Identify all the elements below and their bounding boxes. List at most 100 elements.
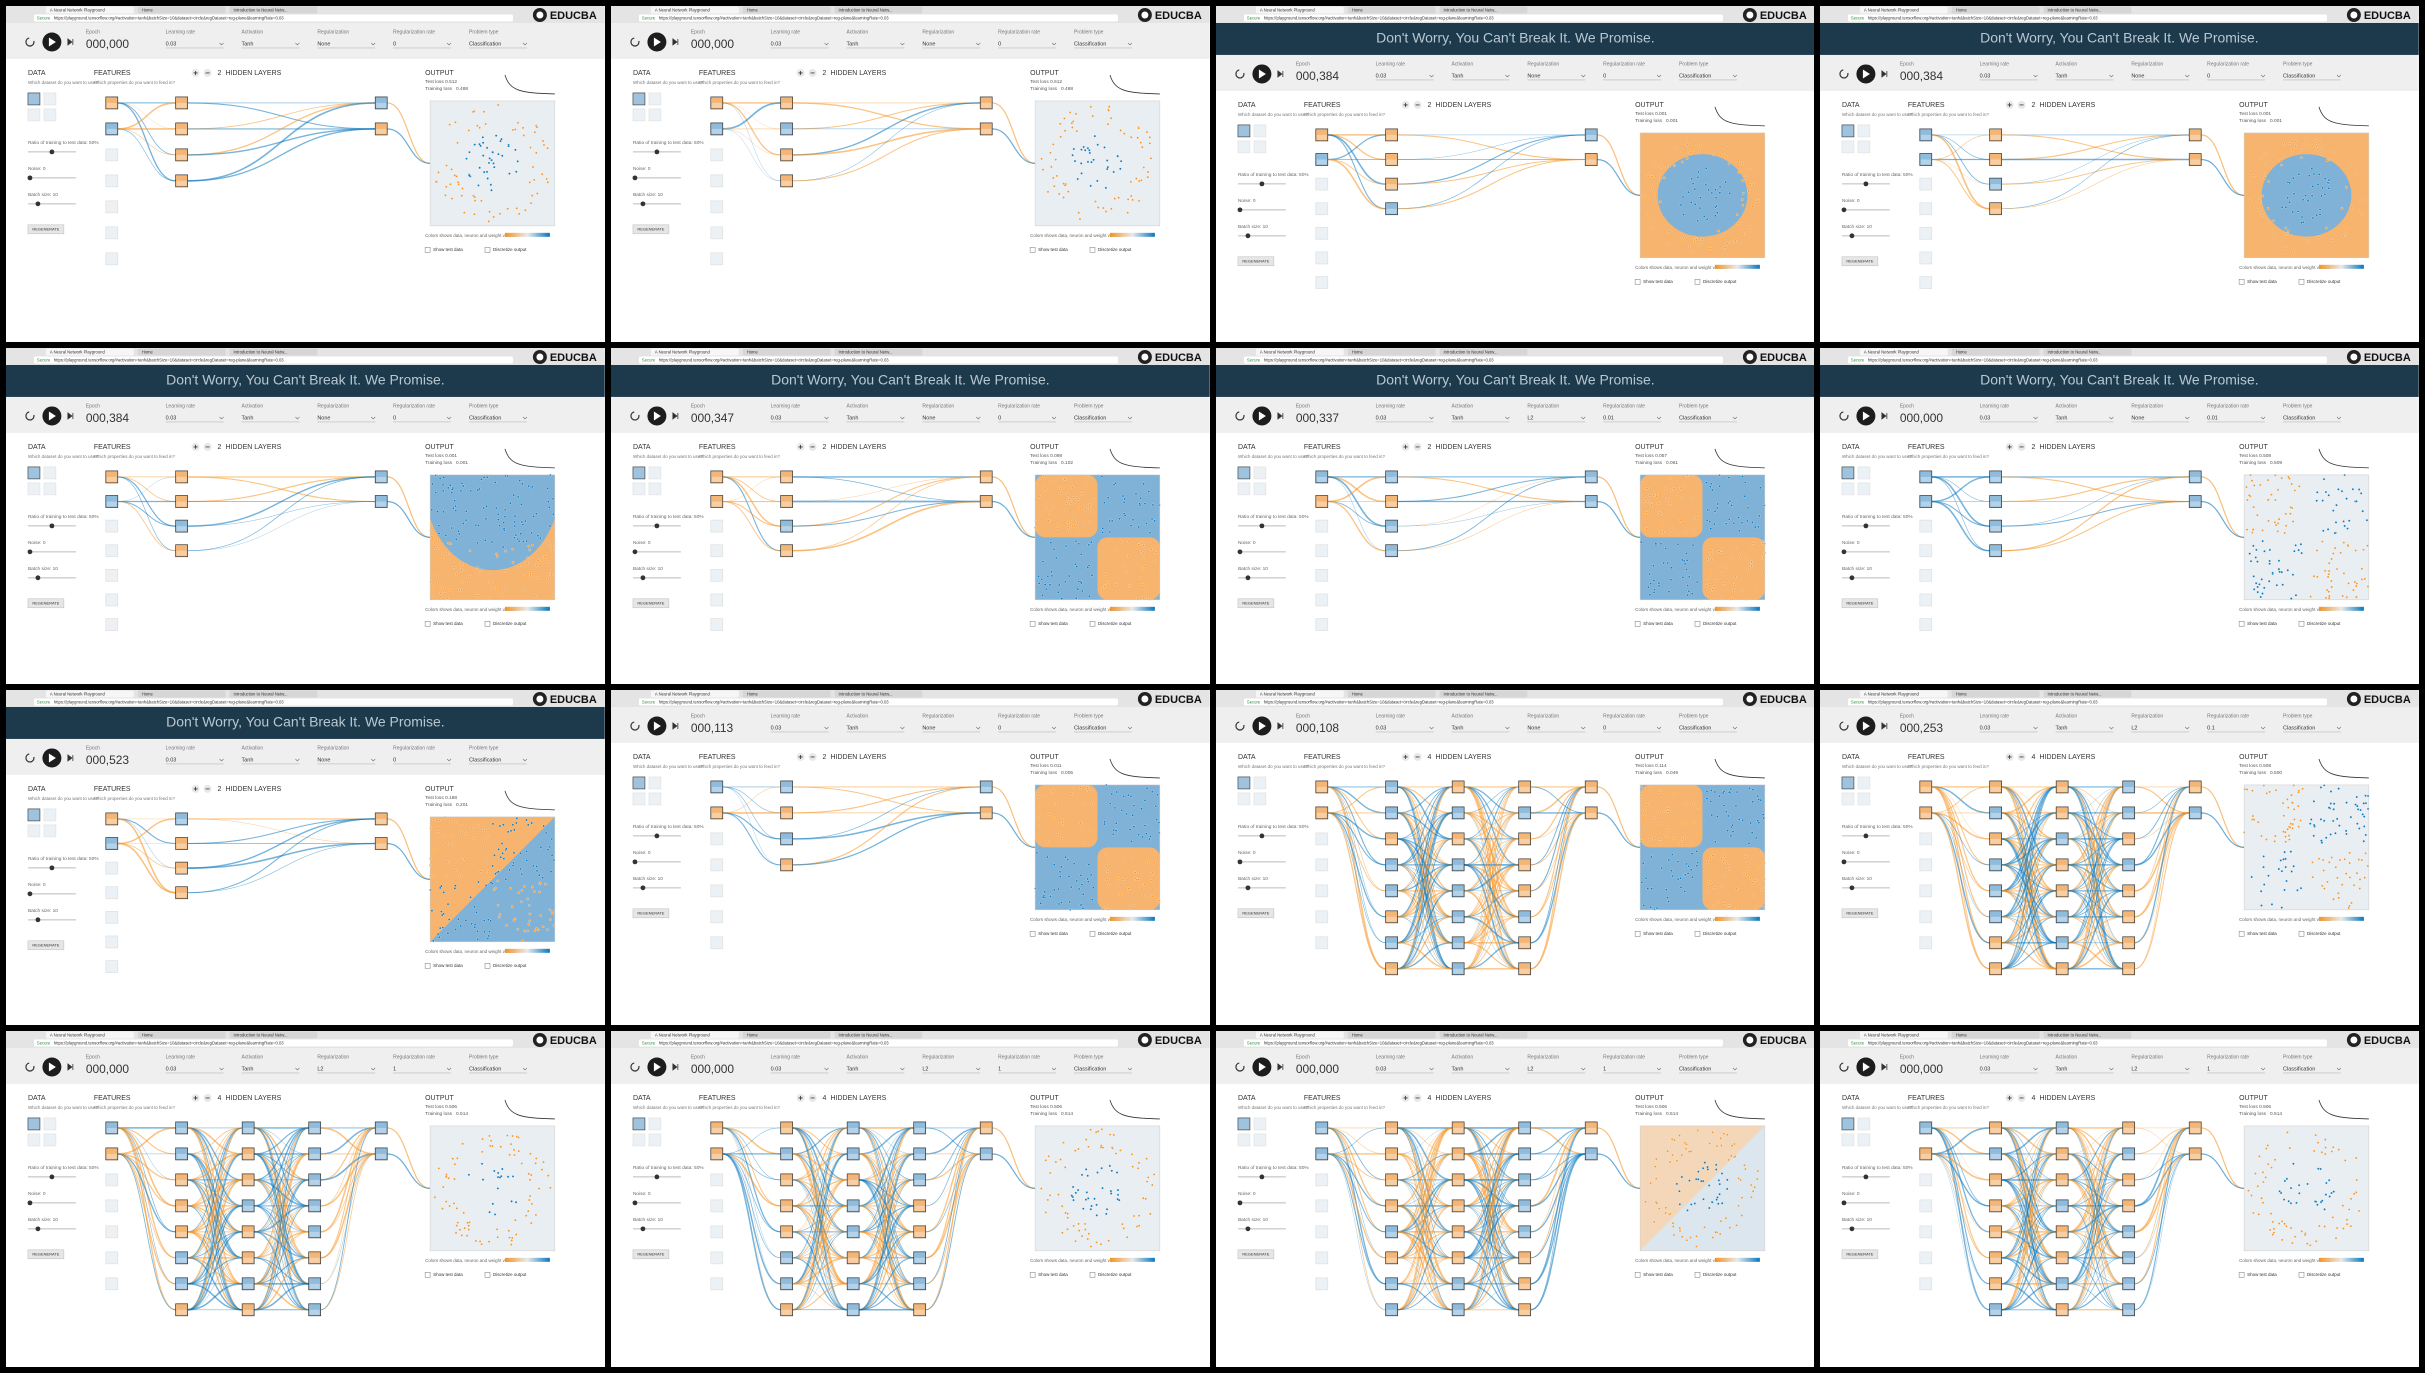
- data-point: [488, 929, 491, 933]
- param-value: Tanh: [846, 41, 858, 47]
- neuron-shade: [176, 128, 187, 134]
- neuron-shade: [914, 1128, 925, 1134]
- data-point: [2268, 579, 2271, 583]
- data-heading: DATA: [1237, 444, 1255, 451]
- data-point: [1646, 585, 1650, 589]
- data-point: [1059, 1158, 1062, 1161]
- dataset-thumbnail: [43, 824, 57, 837]
- data-point: [1709, 527, 1712, 530]
- feature-node: [1314, 909, 1328, 923]
- show-test-data-label: Show test data: [2247, 931, 2277, 936]
- data-point: [1087, 543, 1090, 546]
- neuron-shade: [376, 476, 387, 482]
- logo-text: EDUCBA: [2364, 693, 2411, 705]
- features-heading: FEATURES: [699, 70, 736, 77]
- dropdown-caret: [371, 1068, 376, 1071]
- data-point: [2359, 877, 2362, 881]
- data-point: [534, 1213, 538, 1217]
- feature-node: [105, 226, 119, 240]
- weight-link: [1463, 1127, 1519, 1207]
- data-point: [2325, 226, 2328, 230]
- data-point: [498, 824, 502, 827]
- data-point: [1707, 520, 1711, 523]
- weight-link: [2068, 811, 2124, 969]
- data-point: [2297, 173, 2301, 176]
- param-label: Learning rate: [770, 403, 800, 409]
- data-point: [2284, 830, 2287, 833]
- data-point: [1084, 1168, 1088, 1171]
- param-value: Classification: [1074, 725, 1106, 731]
- data-point: [1083, 148, 1087, 152]
- neuron-shade: [176, 1284, 187, 1290]
- data-point: [2319, 817, 2323, 821]
- feature-node: [105, 1251, 119, 1265]
- weight-link: [2001, 134, 2190, 161]
- feature-node: [1919, 470, 1933, 483]
- data-point: [1751, 880, 1754, 884]
- tab-title: Introduction to Neural Netw...: [234, 1033, 288, 1038]
- data-point: [438, 886, 442, 889]
- data-point: [2329, 801, 2333, 805]
- data-point: [1068, 529, 1071, 533]
- regenerate-button: [632, 224, 669, 235]
- data-point: [1684, 862, 1688, 865]
- feature-node: [710, 1199, 723, 1213]
- data-point: [2297, 210, 2300, 213]
- data-point: [1700, 238, 1704, 241]
- logo-inner: [1745, 353, 1753, 361]
- data-point: [1092, 1197, 1096, 1201]
- data-point: [498, 212, 502, 216]
- hidden-layer-count: 2: [1427, 444, 1431, 451]
- data-point: [1143, 882, 1146, 885]
- weight-link: [792, 785, 980, 813]
- regenerate-label: REGENERATE: [1242, 259, 1269, 264]
- data-point: [491, 1145, 494, 1148]
- data-point: [1122, 500, 1126, 504]
- data-point: [2291, 506, 2294, 509]
- neuron-shade: [1990, 501, 2001, 507]
- neuron-shade: [309, 1180, 320, 1186]
- data-point: [475, 910, 478, 914]
- data-point: [1723, 850, 1726, 853]
- test-loss-label: Test loss: [1635, 1104, 1654, 1110]
- weight-link: [792, 1205, 848, 1311]
- neuron-shade: [2123, 864, 2134, 870]
- data-point: [1748, 821, 1752, 824]
- data-point: [1754, 905, 1757, 909]
- weight-link: [187, 1127, 243, 1155]
- data-heading: DATA: [1842, 1095, 1860, 1102]
- data-point: [1709, 572, 1712, 576]
- data-point: [1070, 126, 1074, 129]
- data-point: [489, 183, 493, 187]
- tab-title: A Neural Network Playground: [1864, 349, 1920, 354]
- data-point: [2277, 521, 2280, 525]
- data-point: [2327, 181, 2330, 184]
- checkbox: [1029, 247, 1036, 253]
- data-point: [521, 126, 525, 130]
- data-point: [2256, 560, 2259, 563]
- data-point: [482, 918, 486, 922]
- data-point: [485, 146, 489, 150]
- data-point: [1746, 190, 1750, 193]
- hidden-layers-heading: HIDDEN LAYERS: [830, 753, 886, 760]
- data-point: [2324, 490, 2328, 494]
- param-label: Problem type: [1074, 713, 1104, 719]
- param-value: Classification: [1074, 41, 1106, 47]
- hidden-layer-count: 2: [822, 753, 826, 760]
- data-point: [2300, 886, 2303, 889]
- data-point: [1038, 823, 1042, 827]
- data-point: [437, 1167, 441, 1170]
- data-point: [2312, 834, 2316, 837]
- checkbox: [2299, 620, 2305, 627]
- data-point: [1736, 516, 1740, 519]
- data-point: [1067, 574, 1071, 577]
- data-point: [1074, 1191, 1077, 1195]
- data-point: [1707, 1207, 1711, 1210]
- step-button: [672, 38, 679, 46]
- neuron-shade: [781, 1284, 792, 1290]
- test-loss-label: Test loss: [1635, 453, 1654, 459]
- weight-link: [1932, 134, 1990, 160]
- data-point: [528, 1194, 532, 1198]
- data-point: [1086, 475, 1089, 479]
- data-point: [1654, 1158, 1658, 1161]
